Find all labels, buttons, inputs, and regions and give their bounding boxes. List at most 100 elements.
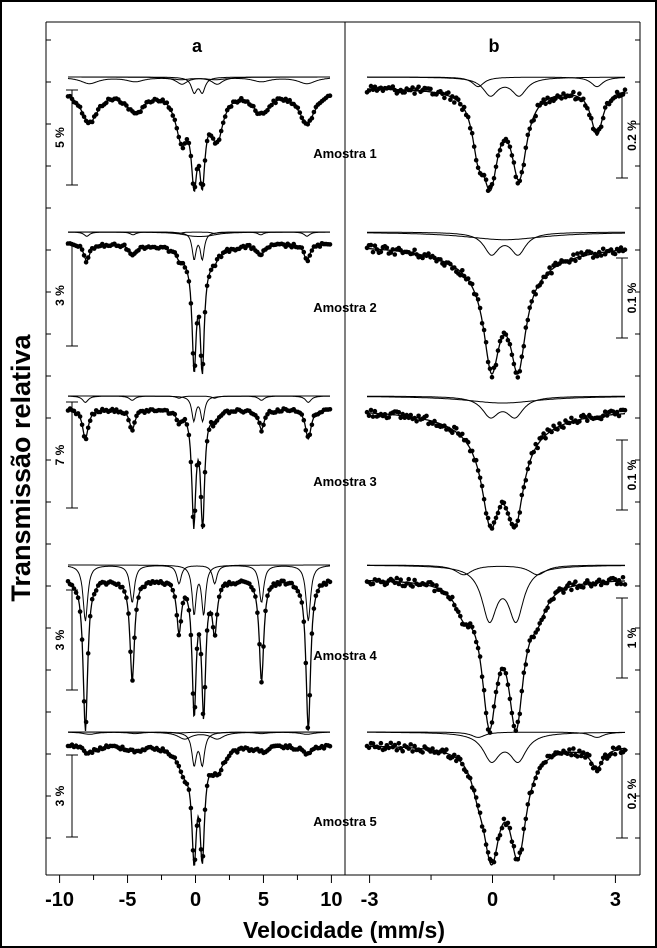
data-point <box>551 596 556 602</box>
data-point <box>483 842 489 847</box>
data-point <box>489 374 495 380</box>
data-point <box>571 252 576 257</box>
data-point <box>442 95 447 101</box>
data-point <box>428 86 433 92</box>
data-point <box>505 337 511 343</box>
data-point <box>259 252 264 258</box>
data-point <box>567 580 572 586</box>
data-point <box>174 417 180 423</box>
data-point <box>469 281 475 287</box>
scale-label-b: 0.2 % <box>625 120 639 151</box>
data-point <box>176 763 182 769</box>
data-point <box>519 847 525 852</box>
data-point <box>565 751 570 756</box>
data-point <box>124 103 129 108</box>
data-point <box>224 583 230 588</box>
data-point <box>132 420 137 425</box>
data-point <box>77 243 83 249</box>
data-point <box>489 720 495 725</box>
data-point <box>499 335 505 340</box>
data-point <box>525 802 531 807</box>
data-point <box>460 431 465 437</box>
scale-label-a: 7 % <box>53 444 67 465</box>
data-point <box>172 594 178 599</box>
data-point <box>174 613 180 618</box>
data-point <box>228 104 234 109</box>
data-point <box>214 612 220 617</box>
data-point <box>505 511 511 516</box>
data-point <box>204 439 210 444</box>
data-point <box>545 605 550 611</box>
data-point <box>575 251 580 256</box>
data-point <box>218 254 224 260</box>
data-point <box>509 710 515 716</box>
data-point <box>527 460 532 465</box>
scale-label-a: 3 % <box>53 285 67 306</box>
data-point <box>222 759 228 765</box>
data-point <box>124 595 129 600</box>
data-point <box>91 591 97 597</box>
data-point <box>539 100 544 106</box>
scale-label-b: 0.1 % <box>625 459 639 490</box>
data-point <box>543 101 548 107</box>
scale-label-a: 5 % <box>53 127 67 148</box>
data-point <box>450 594 455 600</box>
data-point <box>507 144 513 150</box>
data-point <box>366 88 372 93</box>
data-point <box>305 122 311 127</box>
data-point <box>420 750 425 755</box>
data-point <box>315 588 321 594</box>
data-point <box>138 109 143 115</box>
data-point <box>81 699 87 704</box>
data-point <box>430 581 435 587</box>
x-tick-label: 0 <box>190 889 201 911</box>
data-point <box>465 439 471 445</box>
data-point <box>521 826 527 832</box>
sample-label-2: Amostra 2 <box>313 300 377 315</box>
data-point <box>281 578 286 584</box>
data-point <box>507 825 513 831</box>
data-point <box>198 353 204 359</box>
data-point <box>188 805 194 811</box>
data-point <box>176 134 182 140</box>
data-point <box>180 774 186 780</box>
data-point <box>257 642 262 647</box>
data-point <box>481 828 487 833</box>
data-point <box>471 788 477 793</box>
data-point <box>503 506 509 511</box>
data-point <box>323 582 329 587</box>
data-point <box>598 582 604 588</box>
data-point <box>481 327 487 333</box>
data-point <box>517 178 523 184</box>
data-point <box>81 114 87 119</box>
data-point <box>515 375 521 380</box>
data-point <box>602 752 608 757</box>
data-point <box>483 710 489 716</box>
data-point <box>454 758 459 764</box>
subspectrum-line <box>367 232 625 241</box>
subspectrum-line <box>68 231 330 237</box>
data-point <box>305 725 311 730</box>
data-point <box>204 783 210 789</box>
data-point <box>204 628 210 633</box>
data-point <box>491 520 497 525</box>
data-point <box>186 608 192 613</box>
subspectrum-line <box>367 76 625 88</box>
data-point <box>392 87 398 93</box>
data-point <box>368 242 374 248</box>
data-point <box>269 102 274 108</box>
data-point <box>404 581 410 586</box>
data-point <box>521 485 527 490</box>
data-point <box>608 247 614 252</box>
data-point <box>204 138 210 144</box>
data-point <box>372 84 378 90</box>
data-point <box>489 526 495 531</box>
data-point <box>549 270 554 276</box>
data-point <box>612 577 618 582</box>
data-point <box>180 600 186 606</box>
data-point <box>598 124 604 130</box>
data-point <box>194 823 200 828</box>
data-point <box>622 407 628 413</box>
data-point <box>400 748 406 754</box>
data-point <box>126 417 131 423</box>
